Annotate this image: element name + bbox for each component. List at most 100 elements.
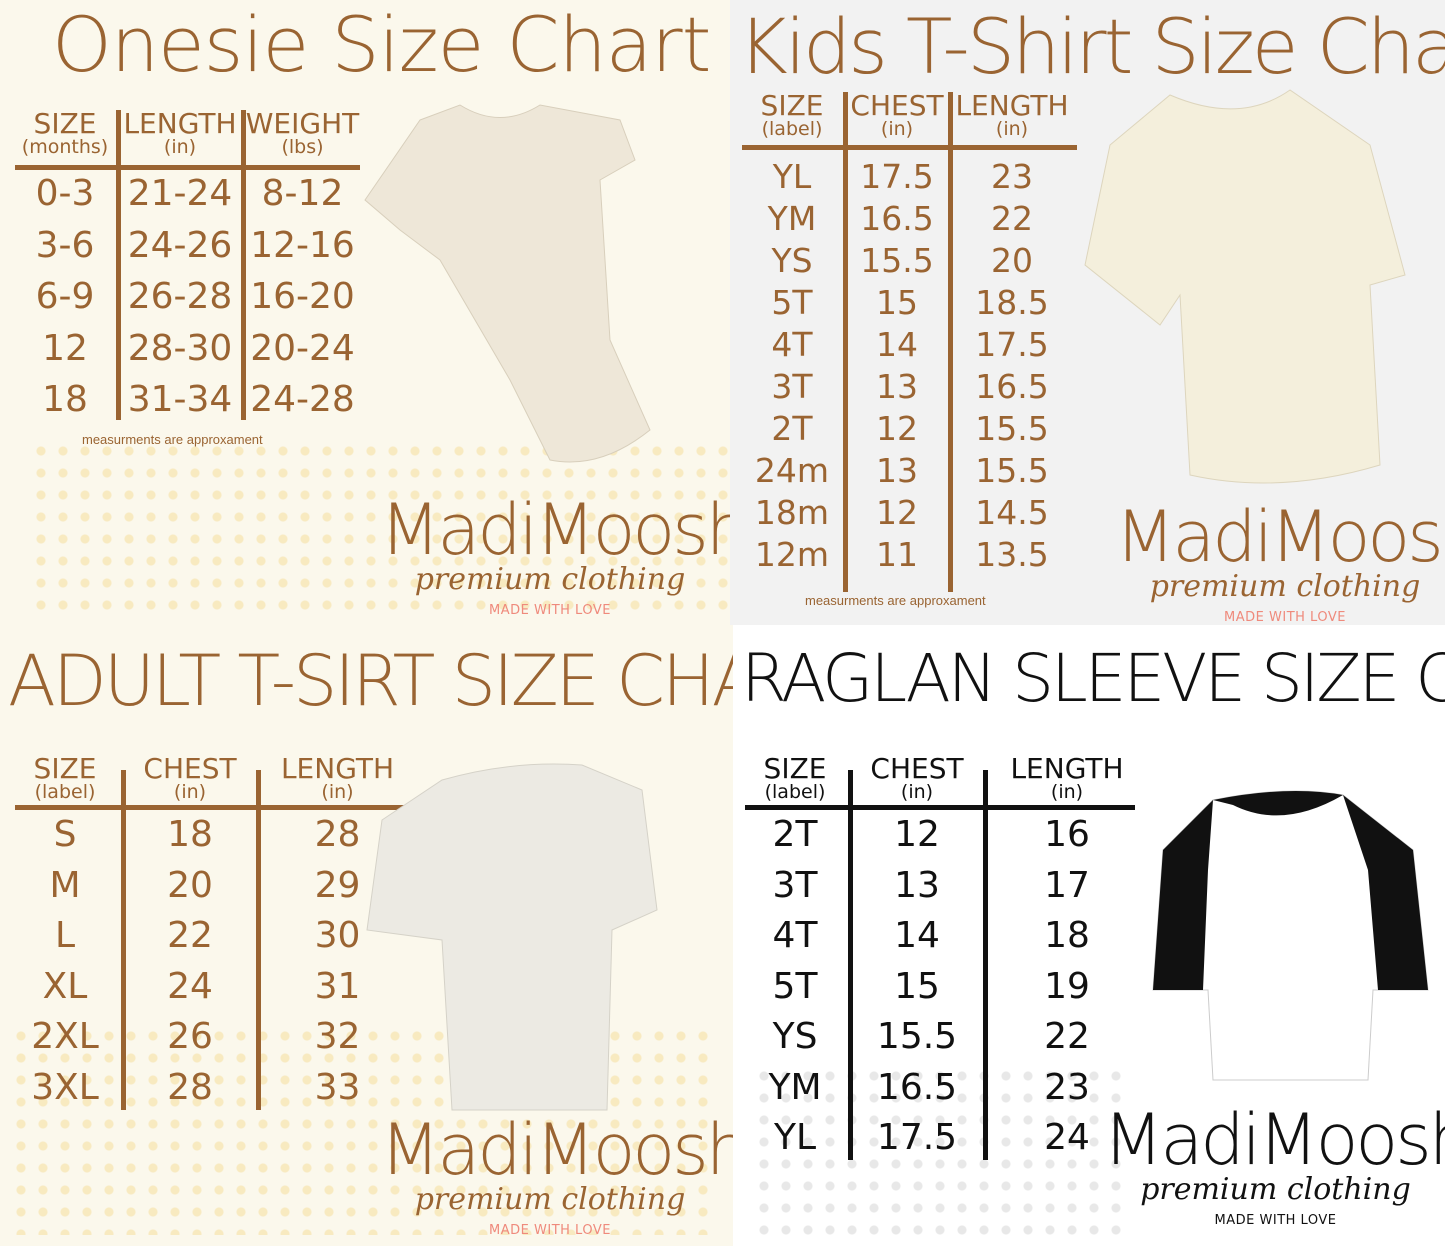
table-cell: 14 [894,915,940,956]
column-header: CHEST (in) [852,755,982,802]
column-divider [256,770,261,1110]
adult-panel: ADULT T-SIRT SIZE CHART SIZE(label)CHEST… [0,625,733,1246]
header-divider [15,165,360,170]
column-header: SIZE (label) [15,755,115,802]
header-label: LENGTH [955,89,1069,122]
table-cell: 24 [167,965,213,1007]
table-cell: 2T [772,814,818,855]
table-cell: 15.5 [876,1016,958,1057]
kids-title: Kids T-Shirt Size Chart [738,2,1445,91]
table-cell: YS [772,1016,818,1057]
table-cell: 17.5 [876,1117,958,1158]
column-divider [843,92,848,592]
onesie-title: Onesie Size Chart [52,0,711,89]
table-cell: 20 [991,241,1033,280]
measurement-note: measurments are approxament [82,432,263,447]
column-header: LENGTH (in) [952,92,1072,139]
header-label: CHEST [850,89,944,122]
header-unit: (in) [173,781,207,803]
header-unit: (months) [21,136,109,158]
table-cell: 5T [772,965,818,1007]
table-cell: 4T [771,325,813,364]
table-cell: 31 [314,965,361,1007]
table-cell: XL [42,965,88,1007]
brand-logo: MadiMoosh premium clothing MADE WITH LOV… [380,1109,733,1238]
adult-tshirt-image [366,763,658,1111]
column-header: SIZE (months) [15,110,115,157]
header-label: SIZE [760,89,824,122]
table-cell: 16.5 [876,1066,958,1108]
column-divider [983,770,988,1160]
kids-tshirt-image [1084,89,1406,484]
table-cell: 31-34 [127,379,233,420]
column-divider [848,770,853,1160]
table-cell: 20-24 [250,327,355,369]
header-unit: (in) [995,118,1029,140]
table-cell: 12 [894,814,940,855]
header-unit: (in) [880,118,914,140]
table-cell: S [53,814,77,855]
table-cell: 15 [876,283,918,322]
table-cell: 20 [167,864,213,906]
table-cell: 5T [771,283,813,322]
table-cell: 14.5 [975,493,1049,532]
table-cell: 2XL [31,1016,99,1057]
header-unit: (label) [761,118,823,140]
column-header: CHEST (in) [125,755,255,802]
table-cell: YM [767,199,817,238]
table-cell: 12 [876,493,918,532]
header-label: CHEST [870,752,964,785]
table-cell: 17.5 [975,325,1049,364]
table-cell: 32 [314,1016,361,1057]
table-cell: 24m [754,451,830,490]
table-cell: 18 [1044,915,1090,956]
onesie-panel: Onesie Size Chart SIZE (months) LENGTH (in)… [0,0,730,625]
onesie-image [364,104,651,463]
brand-logo: MadiMoosh premium clothing MADE WITH LOV… [1115,496,1445,625]
table-cell: 33 [314,1066,361,1108]
table-cell: 12 [42,327,88,369]
table-cell: 24-28 [250,379,355,420]
table-cell: 8-12 [261,173,344,214]
header-unit: (lbs) [281,136,324,158]
header-label: SIZE [763,752,827,785]
column-header: LENGTH (in) [260,755,415,802]
table-cell: 4T [772,915,818,956]
table-cell: 3-6 [35,224,95,266]
table-cell: 15.5 [975,451,1049,490]
table-cell: L [54,915,76,956]
table-cell: 15.5 [975,409,1049,448]
table-cell: M [49,864,81,906]
column-header: SIZE (label) [742,92,842,139]
table-cell: 16-20 [250,276,355,317]
table-cell: 16.5 [975,367,1049,406]
adult-title: ADULT T-SIRT SIZE CHART [8,640,733,722]
header-divider [745,805,1135,810]
column-divider [241,110,246,420]
table-cell: 13 [876,451,918,490]
table-cell: 15.5 [860,241,934,280]
header-unit: (in) [163,136,197,158]
column-header: WEIGHT (lbs) [245,110,360,157]
table-cell: YL [773,1117,817,1158]
header-unit: (label) [764,781,826,803]
table-cell: 22 [991,199,1033,238]
raglan-panel: RAGLAN SLEEVE SIZE CHART SIZE(label)CHES… [733,625,1445,1246]
table-cell: YS [771,241,813,280]
table-cell: 23 [1044,1066,1090,1108]
table-cell: 30 [314,915,361,956]
table-cell: 26-28 [127,276,233,317]
table-cell: 16 [1044,814,1090,855]
table-cell: 17 [1044,864,1090,906]
brand-logo: MadiMoosh premium clothing MADE WITH LOV… [1103,1099,1445,1228]
header-label: LENGTH [280,752,395,785]
header-unit: (in) [1050,781,1084,803]
table-cell: 29 [314,864,361,906]
table-cell: YM [768,1066,822,1108]
table-cell: 16.5 [860,199,934,238]
table-cell: 18 [42,379,88,420]
kids-panel: Kids T-Shirt Size Chart SIZE (label) CHEST… [730,0,1445,625]
table-cell: 21-24 [127,173,233,214]
dot-pattern [753,1065,1123,1235]
column-divider [948,92,953,592]
